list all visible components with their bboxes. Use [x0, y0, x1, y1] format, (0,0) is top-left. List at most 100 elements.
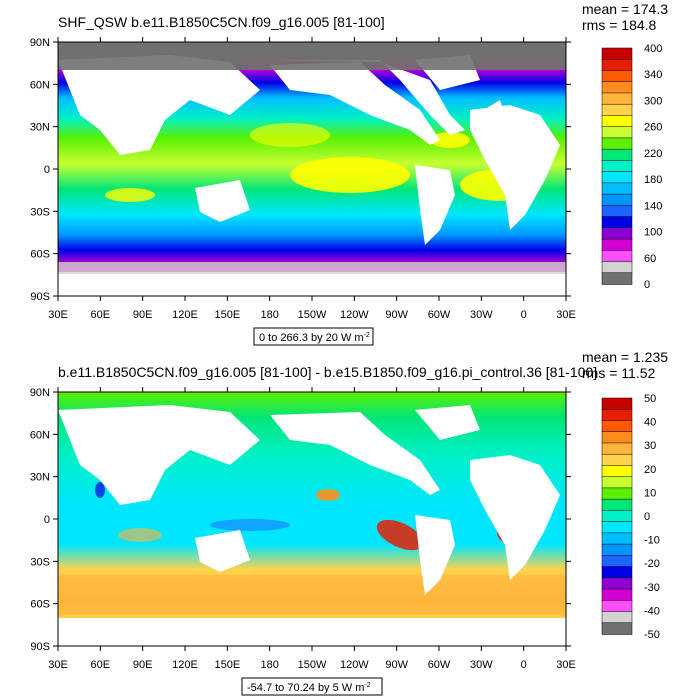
colorbar-label: 0	[644, 511, 650, 523]
colorbar-swatch	[601, 216, 633, 229]
lon-label: 180	[260, 309, 278, 321]
lat-label: 30S	[30, 206, 50, 218]
panel-2-range: -54.7 to 70.24 by 5 W m-2	[247, 682, 371, 694]
colorbar-swatch	[601, 58, 633, 72]
panel-1-rms: rms = 184.8	[582, 17, 657, 33]
colorbar-label: 10	[644, 487, 656, 499]
lon-label: 30E	[556, 659, 576, 671]
lon-label: 30E	[48, 309, 68, 321]
colorbar-swatch	[601, 137, 633, 150]
panel-1-lat-axis: 90N 60N 30N 0 30S 60S 90S	[30, 37, 571, 303]
colorbar-label: -50	[644, 629, 660, 641]
colorbar-swatch	[601, 521, 633, 534]
panel-1-range: 0 to 266.3 by 20 W m-2	[259, 332, 370, 344]
lat-label: 90S	[30, 291, 50, 303]
colorbar-label: 100	[644, 227, 662, 239]
lon-label: 150E	[214, 309, 240, 321]
colorbar-swatch	[601, 126, 633, 139]
panel-2-title: b.e11.B1850C5CN.f09_g16.005 [81-100] - b…	[58, 364, 597, 380]
lat-label: 90S	[30, 641, 50, 653]
colorbar-swatch	[601, 171, 633, 184]
lat-label: 30S	[30, 556, 50, 568]
colorbar-label: 0	[644, 279, 650, 291]
colorbar-swatch	[601, 566, 633, 579]
lon-label: 180	[260, 659, 278, 671]
panel-1-map	[57, 41, 567, 297]
colorbar-swatch	[601, 227, 633, 240]
colorbar-swatch	[601, 476, 633, 489]
colorbar-swatch	[601, 160, 633, 173]
colorbar-swatch	[601, 238, 633, 252]
lon-label: 120W	[340, 309, 369, 321]
lon-label: 60E	[91, 659, 111, 671]
lon-label: 120E	[172, 659, 198, 671]
colorbar-swatch	[601, 81, 633, 94]
lon-label: 60W	[428, 659, 451, 671]
lat-label: 30N	[30, 472, 50, 484]
colorbar-swatch	[601, 465, 633, 478]
colorbar-label: 50	[644, 393, 656, 405]
colorbar-swatch	[601, 420, 633, 433]
colorbar-label: 220	[644, 148, 662, 160]
panel-2-map	[57, 391, 567, 647]
lon-label: 120E	[172, 309, 198, 321]
colorbar-swatch	[601, 453, 633, 467]
lon-label: 30E	[556, 309, 576, 321]
lon-label: 0	[521, 309, 527, 321]
panel-2-land	[58, 405, 566, 646]
colorbar-swatch	[601, 543, 633, 557]
colorbar-label: 340	[644, 69, 662, 81]
lon-label: 30W	[470, 309, 493, 321]
colorbar-swatch	[601, 555, 633, 568]
lon-label: 90E	[133, 659, 153, 671]
colorbar-swatch	[601, 442, 633, 455]
lon-label: 120W	[340, 659, 369, 671]
colorbar-label: -20	[644, 558, 660, 570]
panel-2-colorbar: 50 40 30 20 10 0 -10 -20 -30 -40 -50	[601, 393, 660, 641]
lon-label: 150E	[214, 659, 240, 671]
lon-label: 90E	[133, 309, 153, 321]
panel-1: SHF_QSW b.e11.B1850C5CN.f09_g16.005 [81-…	[30, 1, 668, 346]
colorbar-label: 400	[644, 43, 662, 55]
colorbar-swatch	[601, 148, 633, 162]
panel-1-title: SHF_QSW b.e11.B1850C5CN.f09_g16.005 [81-…	[58, 14, 385, 30]
colorbar-swatch	[601, 205, 633, 218]
colorbar-swatch	[601, 510, 633, 523]
lat-label: 60N	[30, 429, 50, 441]
lon-label: 90W	[385, 659, 408, 671]
panel-2-rms: rms = 11.52	[582, 365, 655, 381]
panel-1-mean: mean = 174.3	[582, 1, 668, 17]
colorbar-label: 30	[644, 440, 656, 452]
colorbar-label: -30	[644, 582, 660, 594]
lat-label: 60S	[30, 249, 50, 261]
panel-1-lon-axis: 30E 60E 90E 120E 150E 180 150W 120W 90W 60W 30W 0 30…	[48, 37, 576, 321]
colorbar-swatch	[601, 193, 633, 207]
colorbar-swatch	[601, 182, 633, 195]
lat-label: 0	[44, 514, 50, 526]
lat-label: 90N	[30, 37, 50, 49]
colorbar-swatch	[601, 92, 633, 105]
colorbar-label: 300	[644, 95, 662, 107]
lat-label: 90N	[30, 387, 50, 399]
colorbar-swatch	[601, 431, 633, 444]
lon-label: 90W	[385, 309, 408, 321]
colorbar-swatch	[601, 577, 633, 590]
colorbar-swatch	[601, 70, 633, 83]
colorbar-swatch	[601, 115, 633, 128]
lat-label: 60S	[30, 599, 50, 611]
colorbar-label: -10	[644, 535, 660, 547]
colorbar-label: 180	[644, 174, 662, 186]
colorbar-label: 20	[644, 464, 656, 476]
colorbar-label: 260	[644, 122, 662, 134]
lon-label: 150W	[298, 659, 327, 671]
colorbar-swatch	[601, 408, 633, 422]
colorbar-swatch	[601, 611, 633, 624]
colorbar-label: 140	[644, 200, 662, 212]
colorbar-label: 60	[644, 253, 656, 265]
colorbar-swatch	[601, 103, 633, 117]
colorbar-swatch	[601, 47, 633, 60]
colorbar-swatch	[601, 487, 633, 500]
colorbar-swatch	[601, 261, 633, 274]
colorbar-swatch	[601, 588, 633, 602]
lat-label: 30N	[30, 122, 50, 134]
